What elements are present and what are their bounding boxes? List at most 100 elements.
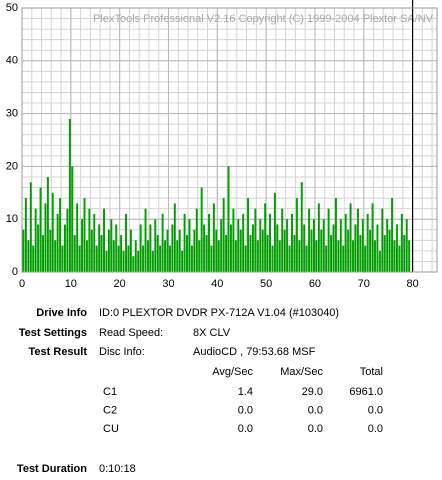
- bar: [61, 245, 64, 272]
- bar: [105, 250, 108, 272]
- bar: [122, 250, 125, 272]
- bar: [49, 229, 52, 272]
- bar: [151, 250, 154, 272]
- bar: [181, 250, 184, 272]
- bar: [71, 166, 74, 272]
- x-tick-label: 30: [162, 278, 174, 290]
- bar: [317, 203, 320, 272]
- bar: [195, 208, 198, 272]
- key: Read Speed:: [99, 327, 163, 339]
- bar: [378, 250, 381, 272]
- bar: [403, 235, 406, 272]
- bar: [198, 240, 201, 272]
- bar: [81, 219, 84, 272]
- bar: [59, 198, 62, 272]
- bar: [220, 219, 223, 272]
- bar: [93, 213, 96, 272]
- bar: [232, 208, 235, 272]
- bar: [344, 213, 347, 272]
- bar: [273, 192, 276, 272]
- bar: [127, 245, 130, 272]
- bar: [332, 224, 335, 272]
- bar: [139, 224, 142, 272]
- bar: [205, 235, 208, 272]
- bar: [125, 213, 127, 272]
- bar: [310, 229, 313, 272]
- bar: [51, 192, 54, 272]
- bar: [234, 240, 237, 272]
- bar: [386, 219, 389, 272]
- bar: [366, 213, 369, 272]
- bar: [288, 245, 291, 272]
- bar: [283, 229, 286, 272]
- bar: [395, 224, 398, 272]
- bar: [173, 203, 176, 272]
- y-tick-label: 10: [6, 213, 18, 225]
- x-tick-label: 40: [211, 278, 223, 290]
- bar: [352, 240, 354, 272]
- bar: [239, 229, 242, 272]
- bar: [337, 240, 340, 272]
- bar: [88, 208, 91, 272]
- bar: [242, 213, 245, 272]
- bar: [171, 224, 174, 272]
- bar: [249, 235, 252, 272]
- y-tick-label: 50: [6, 2, 18, 14]
- bar: [63, 224, 66, 272]
- value: 8X CLV: [193, 327, 231, 339]
- row-label: C1: [103, 386, 117, 398]
- bar: [278, 240, 281, 272]
- table-cell: 0.0: [368, 423, 383, 435]
- bar: [203, 224, 206, 272]
- bar: [190, 245, 193, 272]
- bar: [210, 245, 213, 272]
- bar: [229, 224, 232, 272]
- bar: [359, 235, 362, 272]
- bar: [34, 208, 37, 272]
- bar: [305, 245, 308, 272]
- bar: [78, 245, 81, 272]
- bar: [32, 245, 35, 272]
- bar: [334, 198, 337, 272]
- bar: [398, 245, 401, 272]
- chart-title: PlexTools Professional V2.16 Copyright (…: [93, 13, 434, 25]
- bar: [83, 198, 86, 272]
- bar: [315, 240, 318, 272]
- bar: [29, 182, 32, 272]
- bar: [137, 250, 140, 272]
- bar: [37, 224, 40, 272]
- bar: [222, 198, 225, 272]
- y-tick-label: 40: [6, 55, 18, 67]
- bar: [293, 235, 296, 272]
- bar: [183, 213, 186, 272]
- bar: [44, 203, 47, 272]
- value: ID:0 PLEXTOR DVDR PX-712A V1.04 (#103040…: [99, 307, 339, 319]
- bar: [176, 240, 179, 272]
- bar: [27, 240, 30, 272]
- bar: [369, 229, 372, 272]
- bar: [347, 229, 350, 272]
- bar: [166, 229, 169, 272]
- result-table: Avg/Sec Max/Sec Total C1 1.4 29.0 6961.0 C2 0.0 0…: [103, 366, 383, 435]
- bar: [312, 219, 315, 272]
- value: 0:10:18: [99, 463, 136, 475]
- table-cell: 0.0: [308, 423, 323, 435]
- y-tick-label: 30: [6, 108, 18, 120]
- x-tick-label: 70: [358, 278, 370, 290]
- bar: [144, 208, 147, 272]
- bar: [388, 229, 391, 272]
- bar: [361, 219, 364, 272]
- bar: [244, 245, 247, 272]
- bar: [42, 235, 44, 272]
- bar: [400, 213, 403, 272]
- bar: [168, 245, 171, 272]
- bar: [112, 240, 115, 272]
- bar: [215, 229, 218, 272]
- bar: [308, 208, 311, 272]
- label: Test Duration: [17, 463, 87, 475]
- bar: [371, 203, 374, 272]
- bar: [405, 219, 408, 272]
- bar: [295, 198, 298, 272]
- table-cell: 0.0: [238, 423, 253, 435]
- bar: [286, 219, 289, 272]
